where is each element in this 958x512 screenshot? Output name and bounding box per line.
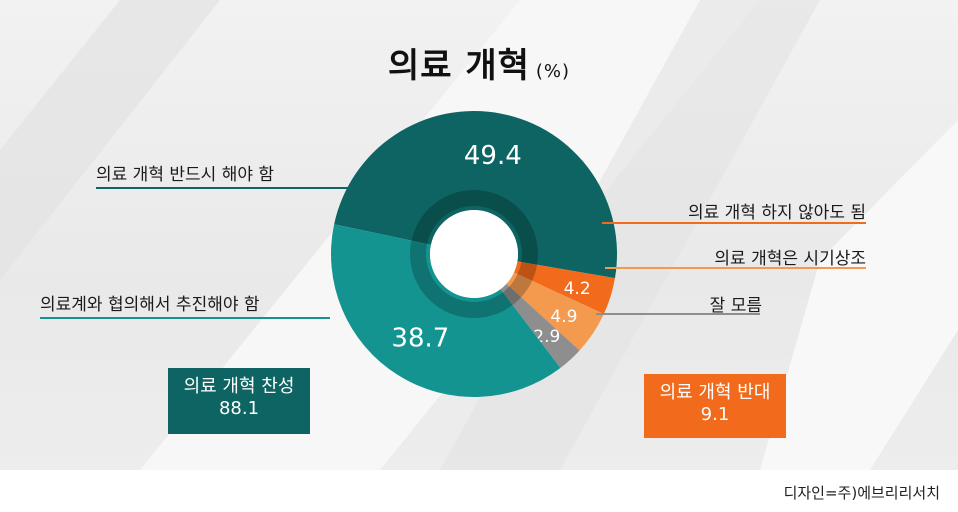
oppose-total-box: 의료 개혁 반대 9.1 [644, 374, 786, 438]
support-total-box: 의료 개혁 찬성 88.1 [168, 368, 310, 434]
label-consult-doctors: 의료계와 협의해서 추진해야 함 [40, 295, 260, 315]
slice-value-0: 49.4 [464, 141, 522, 171]
chart-title: 의료 개혁 (%) [0, 38, 958, 87]
slice-0 [334, 111, 617, 279]
label-not-needed: 의료 개혁 하지 않아도 됨 [687, 203, 866, 223]
oppose-total-value: 9.1 [700, 404, 730, 425]
slice-1 [513, 261, 615, 314]
design-credit: 디자인=주)에브리리서치 [783, 484, 940, 502]
donut-chart: 49.44.24.92.938.7 [40, 111, 866, 397]
slice-4 [330, 224, 561, 397]
slice-3 [500, 283, 580, 368]
support-total-value: 88.1 [218, 398, 260, 419]
donut-inner-ring [410, 190, 538, 318]
title-unit: (%) [535, 61, 571, 82]
slice-2 [506, 272, 604, 351]
slice-value-4: 38.7 [391, 323, 449, 353]
slice-value-1: 4.2 [564, 279, 591, 299]
oppose-total-label: 의료 개혁 반대 [659, 382, 771, 403]
slice-value-2: 4.9 [550, 307, 577, 327]
support-total-label: 의료 개혁 찬성 [183, 376, 295, 397]
title-text: 의료 개혁 [387, 46, 530, 86]
donut-center [430, 210, 518, 298]
label-must-reform: 의료 개혁 반드시 해야 함 [96, 165, 275, 185]
label-dont-know: 잘 모름 [709, 296, 762, 316]
label-premature: 의료 개혁은 시기상조 [714, 249, 866, 269]
